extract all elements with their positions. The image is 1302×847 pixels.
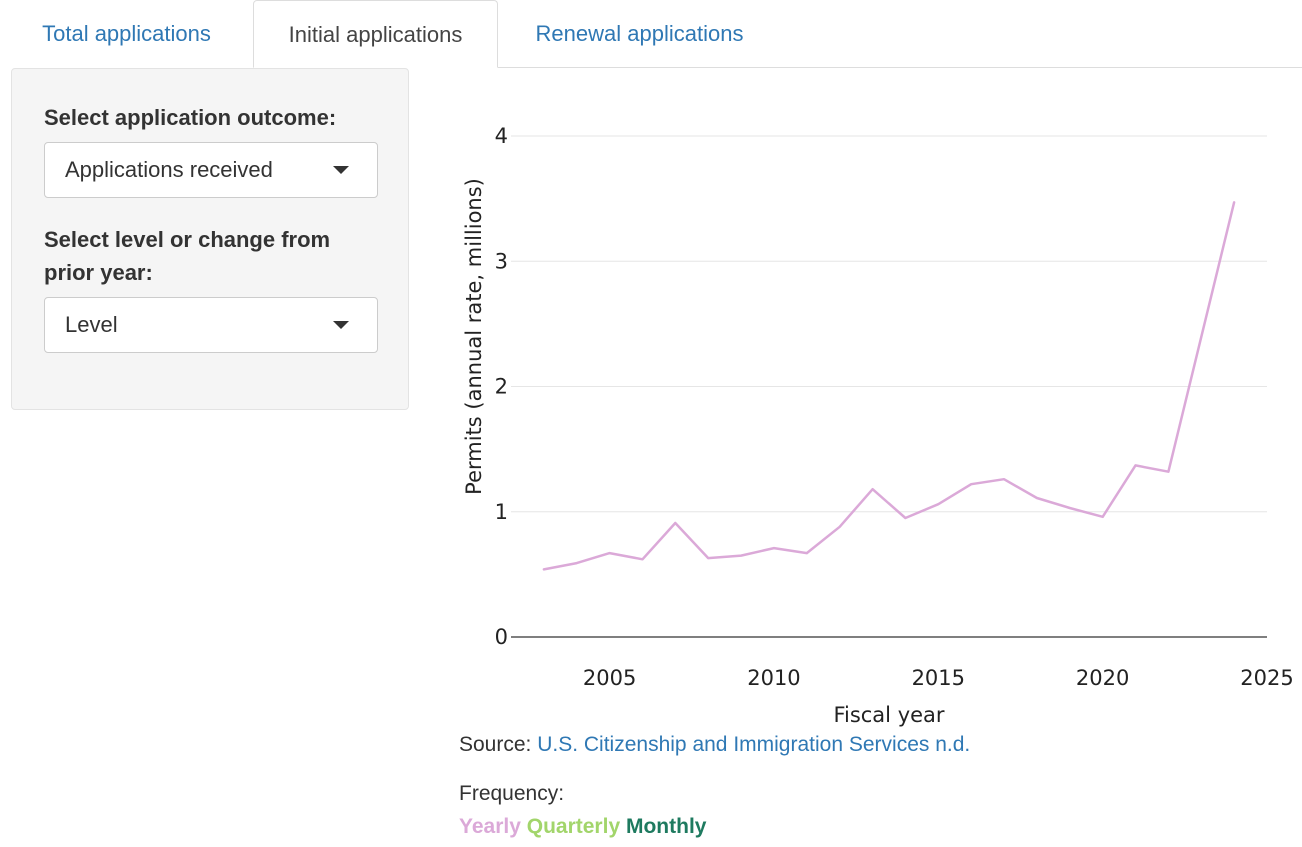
caret-down-icon: [333, 321, 349, 329]
tab-initial-applications[interactable]: Initial applications: [253, 0, 498, 68]
source-link[interactable]: U.S. Citizenship and Immigration Service…: [537, 733, 971, 756]
x-tick-label: 2025: [1240, 666, 1293, 690]
frequency-quarterly[interactable]: Quarterly: [526, 815, 621, 838]
x-tick-label: 2020: [1076, 666, 1129, 690]
y-tick-label: 4: [495, 124, 508, 148]
series-line: [542, 201, 1236, 571]
y-tick-label: 3: [495, 249, 508, 273]
tab-bar: Total applications Initial applications …: [0, 0, 1302, 68]
y-axis-title: Permits (annual rate, millions): [462, 178, 486, 495]
source-prefix: Source:: [459, 733, 532, 756]
x-axis-title: Fiscal year: [833, 703, 944, 727]
tab-bar-divider: [497, 67, 1302, 68]
y-tick-label: 2: [495, 375, 508, 399]
y-tick-label: 1: [495, 500, 508, 524]
source-line: Source: U.S. Citizenship and Immigration…: [459, 731, 970, 759]
level-label-line2: prior year:: [44, 260, 153, 285]
level-label-line1: Select level or change from: [44, 227, 331, 252]
level-select[interactable]: Level: [44, 297, 378, 353]
outcome-select-value: Applications received: [65, 157, 273, 182]
frequency-options: Yearly Quarterly Monthly: [459, 813, 706, 841]
line-chart: 0 1 2 3 4 2005 2010 2015 2020 2025 Fiscal year Perm…: [462, 124, 1294, 727]
outcome-label: Select application outcome:: [44, 105, 337, 130]
tab-renewal-applications[interactable]: Renewal applications: [535, 21, 744, 46]
level-label: Select level or change from prior year:: [44, 223, 330, 289]
tab-total-applications[interactable]: Total applications: [42, 21, 211, 46]
x-tick-label: 2010: [747, 666, 800, 690]
outcome-select[interactable]: Applications received: [44, 142, 378, 198]
x-tick-label: 2015: [912, 666, 965, 690]
controls-panel: Select application outcome: Applications…: [11, 68, 409, 410]
y-tick-label: 0: [495, 625, 508, 649]
x-tick-label: 2005: [583, 666, 636, 690]
frequency-monthly[interactable]: Monthly: [625, 815, 707, 838]
frequency-label: Frequency:: [459, 782, 565, 805]
level-select-value: Level: [65, 312, 118, 337]
frequency-yearly[interactable]: Yearly: [459, 815, 521, 838]
caret-down-icon: [333, 166, 349, 174]
